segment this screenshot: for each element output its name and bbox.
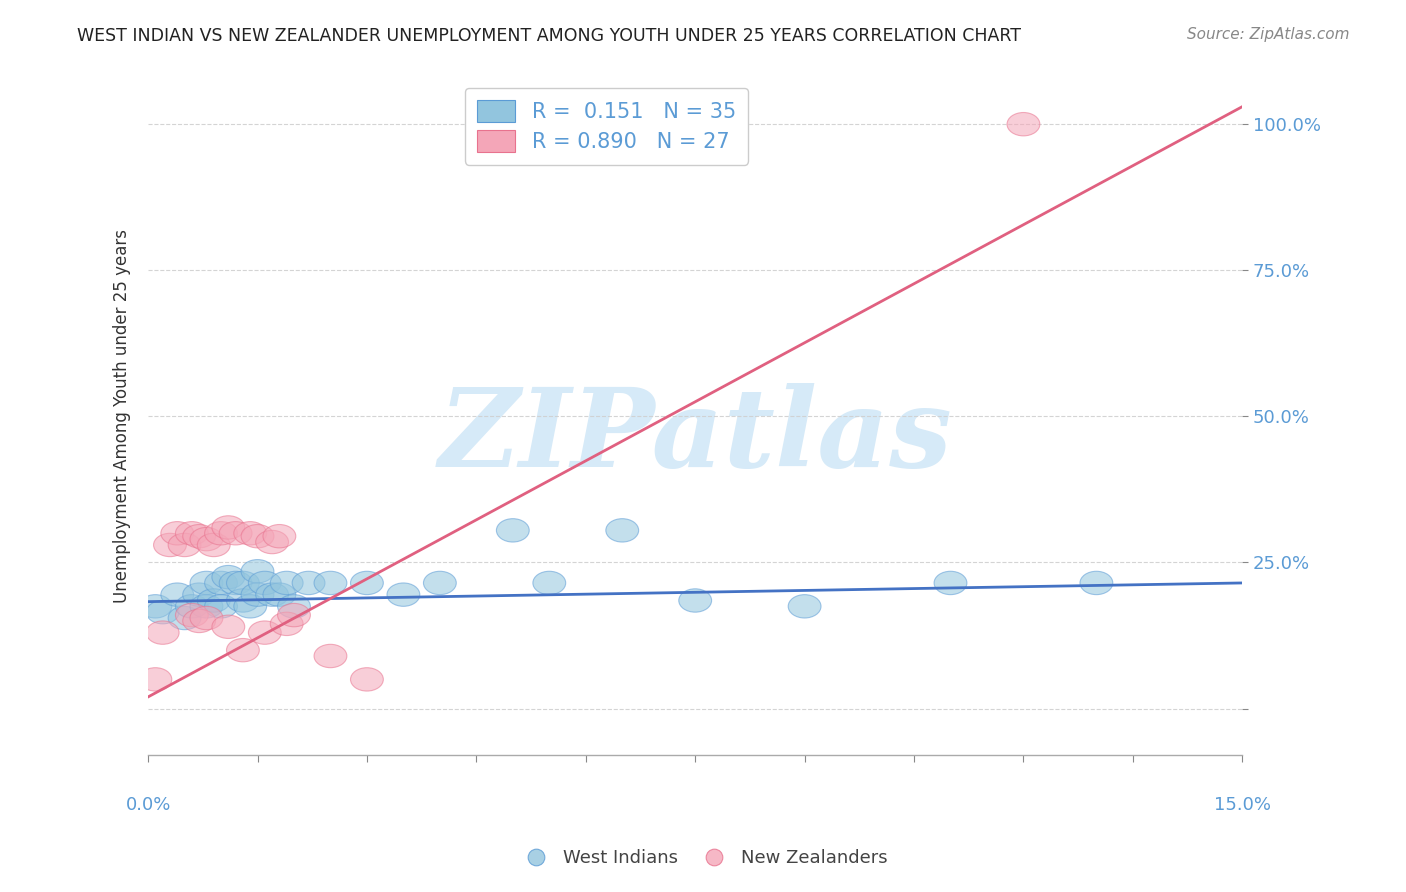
Ellipse shape — [1007, 112, 1040, 136]
Ellipse shape — [256, 583, 288, 607]
Ellipse shape — [219, 571, 252, 595]
Y-axis label: Unemployment Among Youth under 25 years: Unemployment Among Youth under 25 years — [114, 229, 131, 603]
Ellipse shape — [240, 559, 274, 583]
Ellipse shape — [496, 518, 529, 542]
Ellipse shape — [205, 595, 238, 618]
Ellipse shape — [314, 571, 347, 595]
Ellipse shape — [176, 603, 208, 627]
Ellipse shape — [183, 524, 215, 548]
Ellipse shape — [533, 571, 565, 595]
Ellipse shape — [160, 522, 194, 545]
Ellipse shape — [176, 522, 208, 545]
Ellipse shape — [233, 522, 267, 545]
Ellipse shape — [176, 595, 208, 618]
Ellipse shape — [205, 522, 238, 545]
Ellipse shape — [212, 615, 245, 639]
Ellipse shape — [387, 583, 420, 607]
Ellipse shape — [212, 566, 245, 589]
Ellipse shape — [350, 571, 384, 595]
Ellipse shape — [139, 668, 172, 691]
Ellipse shape — [240, 583, 274, 607]
Ellipse shape — [226, 639, 259, 662]
Ellipse shape — [190, 527, 224, 550]
Ellipse shape — [219, 522, 252, 545]
Legend: R =  0.151   N = 35, R = 0.890   N = 27: R = 0.151 N = 35, R = 0.890 N = 27 — [465, 87, 748, 165]
Ellipse shape — [153, 533, 187, 557]
Text: ZIPatlas: ZIPatlas — [439, 383, 952, 491]
Ellipse shape — [169, 607, 201, 630]
Ellipse shape — [263, 583, 295, 607]
Ellipse shape — [146, 621, 179, 644]
Ellipse shape — [350, 668, 384, 691]
Ellipse shape — [197, 533, 231, 557]
Text: Source: ZipAtlas.com: Source: ZipAtlas.com — [1187, 27, 1350, 42]
Ellipse shape — [270, 612, 304, 635]
Ellipse shape — [146, 600, 179, 624]
Ellipse shape — [270, 571, 304, 595]
Ellipse shape — [934, 571, 967, 595]
Ellipse shape — [679, 589, 711, 612]
Ellipse shape — [226, 589, 259, 612]
Ellipse shape — [139, 595, 172, 618]
Ellipse shape — [1080, 571, 1112, 595]
Ellipse shape — [249, 571, 281, 595]
Ellipse shape — [249, 621, 281, 644]
Ellipse shape — [212, 516, 245, 539]
Ellipse shape — [277, 603, 311, 627]
Ellipse shape — [292, 571, 325, 595]
Ellipse shape — [205, 571, 238, 595]
Ellipse shape — [789, 595, 821, 618]
Ellipse shape — [190, 571, 224, 595]
Ellipse shape — [423, 571, 457, 595]
Ellipse shape — [256, 531, 288, 554]
Ellipse shape — [190, 595, 224, 618]
Text: 15.0%: 15.0% — [1213, 796, 1271, 814]
Ellipse shape — [233, 595, 267, 618]
Ellipse shape — [183, 609, 215, 632]
Ellipse shape — [190, 607, 224, 630]
Ellipse shape — [277, 595, 311, 618]
Text: WEST INDIAN VS NEW ZEALANDER UNEMPLOYMENT AMONG YOUTH UNDER 25 YEARS CORRELATION: WEST INDIAN VS NEW ZEALANDER UNEMPLOYMEN… — [77, 27, 1021, 45]
Ellipse shape — [263, 524, 295, 548]
Ellipse shape — [226, 571, 259, 595]
Ellipse shape — [160, 583, 194, 607]
Ellipse shape — [197, 589, 231, 612]
Ellipse shape — [314, 644, 347, 668]
Ellipse shape — [169, 533, 201, 557]
Ellipse shape — [240, 524, 274, 548]
Text: 0.0%: 0.0% — [125, 796, 170, 814]
Ellipse shape — [606, 518, 638, 542]
Legend: West Indians, New Zealanders: West Indians, New Zealanders — [510, 842, 896, 874]
Ellipse shape — [183, 583, 215, 607]
